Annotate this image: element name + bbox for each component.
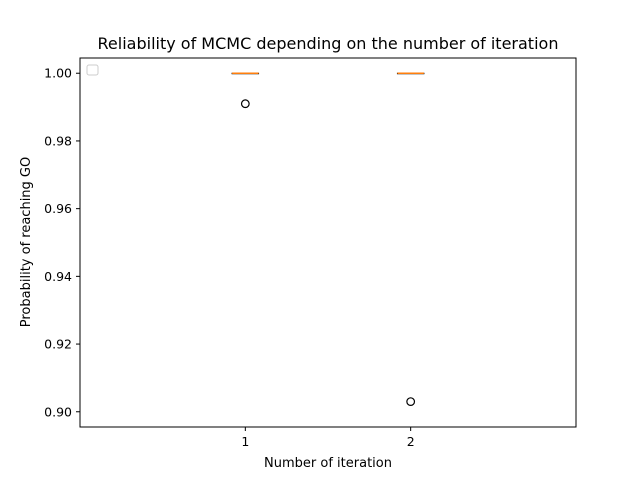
x-tick-label: 2 [407, 434, 415, 449]
chart-title: Reliability of MCMC depending on the num… [98, 34, 559, 53]
y-tick-label: 0.94 [44, 269, 72, 284]
x-axis-label: Number of iteration [264, 456, 392, 471]
legend [86, 64, 99, 76]
y-axis-label: Probability of reaching GO [19, 157, 34, 327]
y-tick-label: 0.90 [44, 404, 72, 419]
y-tick-label: 1.00 [44, 66, 72, 81]
y-tick-label: 0.98 [44, 133, 72, 148]
x-tick-label: 1 [241, 434, 249, 449]
legend-frame [86, 64, 99, 76]
y-tick-label: 0.92 [44, 337, 72, 352]
outlier-point [240, 99, 250, 109]
outlier-point [406, 397, 416, 407]
y-tick-label: 0.96 [44, 201, 72, 216]
plot-area: 0.90 0.92 0.94 0.96 0.98 1.00 1 2 [44, 66, 425, 449]
plot-frame [79, 57, 577, 428]
